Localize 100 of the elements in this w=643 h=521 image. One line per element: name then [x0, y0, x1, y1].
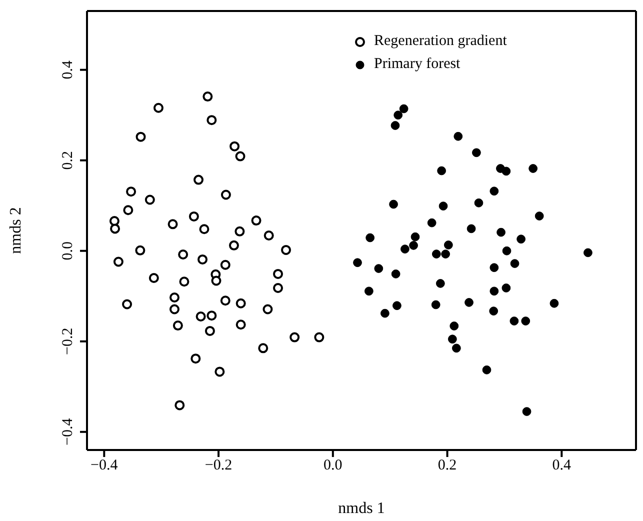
- point: [510, 316, 519, 326]
- point: [390, 121, 400, 130]
- point: [441, 250, 450, 258]
- point: [380, 308, 390, 318]
- point: [409, 240, 418, 250]
- point: [126, 186, 136, 197]
- point: [534, 212, 544, 220]
- point: [235, 151, 246, 162]
- point: [394, 110, 403, 120]
- point: [550, 298, 559, 308]
- y-tick-label: 0.2: [60, 150, 76, 170]
- point: [436, 279, 445, 288]
- point: [454, 132, 463, 141]
- point: [204, 326, 215, 336]
- point: [220, 296, 230, 306]
- y-tick-label: −0.4: [60, 418, 76, 446]
- point: [450, 322, 459, 330]
- point: [521, 316, 530, 326]
- point: [230, 141, 240, 152]
- point: [427, 218, 436, 228]
- point: [211, 276, 222, 286]
- point: [251, 216, 262, 226]
- point: [490, 186, 499, 196]
- point: [438, 202, 448, 211]
- point: [169, 292, 180, 302]
- point: [188, 211, 199, 222]
- point: [391, 269, 400, 278]
- point: [123, 205, 134, 216]
- point: [444, 240, 453, 250]
- y-tick-label: 0.4: [60, 60, 76, 80]
- point: [584, 248, 592, 258]
- point: [273, 282, 284, 293]
- point: [169, 304, 180, 314]
- point: [202, 92, 213, 102]
- y-tick-label: 0.0: [60, 241, 76, 260]
- point: [174, 400, 185, 410]
- point: [168, 219, 178, 230]
- point: [399, 104, 408, 114]
- point: [110, 224, 120, 234]
- x-tick-label: −0.4: [90, 458, 118, 474]
- point: [290, 332, 300, 342]
- point: [510, 259, 520, 268]
- point: [490, 263, 499, 272]
- point: [466, 224, 476, 234]
- point: [258, 343, 268, 354]
- point: [516, 234, 526, 244]
- point: [472, 148, 481, 158]
- point: [489, 306, 498, 316]
- y-tick-label: −0.2: [60, 328, 76, 355]
- point: [196, 311, 206, 322]
- point: [400, 244, 410, 254]
- point: [281, 244, 292, 255]
- point: [234, 226, 245, 236]
- point: [474, 198, 484, 208]
- point: [144, 194, 155, 205]
- point: [502, 166, 511, 176]
- point: [353, 258, 362, 268]
- point: [113, 256, 124, 267]
- point: [194, 174, 204, 185]
- point: [502, 246, 512, 256]
- point: [392, 301, 402, 310]
- point: [374, 264, 384, 273]
- point: [410, 232, 420, 242]
- legend-label: Regeneration gradient: [374, 32, 507, 51]
- point: [366, 233, 375, 242]
- x-tick-label: 0.2: [438, 458, 457, 474]
- point: [389, 200, 398, 209]
- point: [214, 366, 225, 377]
- point: [364, 286, 374, 296]
- point: [273, 268, 284, 279]
- point: [198, 254, 208, 264]
- point: [178, 249, 188, 260]
- point: [206, 115, 217, 126]
- point: [314, 332, 324, 342]
- point: [206, 310, 217, 321]
- point: [528, 164, 538, 173]
- point: [482, 365, 492, 374]
- x-axis-title: nmds 1: [338, 500, 385, 517]
- point: [490, 286, 499, 296]
- point: [437, 166, 446, 176]
- point: [262, 304, 273, 314]
- point: [236, 320, 246, 330]
- y-axis-title: nmds 2: [8, 207, 25, 254]
- point: [220, 260, 230, 270]
- point: [236, 298, 246, 308]
- legend-label: Primary forest: [374, 55, 460, 74]
- point: [153, 102, 164, 113]
- point: [464, 298, 474, 307]
- point: [199, 224, 210, 234]
- point: [190, 354, 201, 364]
- point: [522, 407, 532, 416]
- point: [496, 228, 506, 237]
- point: [220, 190, 231, 200]
- x-tick-label: 0.0: [324, 458, 342, 474]
- point: [148, 273, 159, 284]
- point: [448, 334, 457, 344]
- point: [135, 245, 146, 256]
- point: [179, 276, 190, 287]
- point: [109, 216, 120, 226]
- point: [172, 320, 183, 331]
